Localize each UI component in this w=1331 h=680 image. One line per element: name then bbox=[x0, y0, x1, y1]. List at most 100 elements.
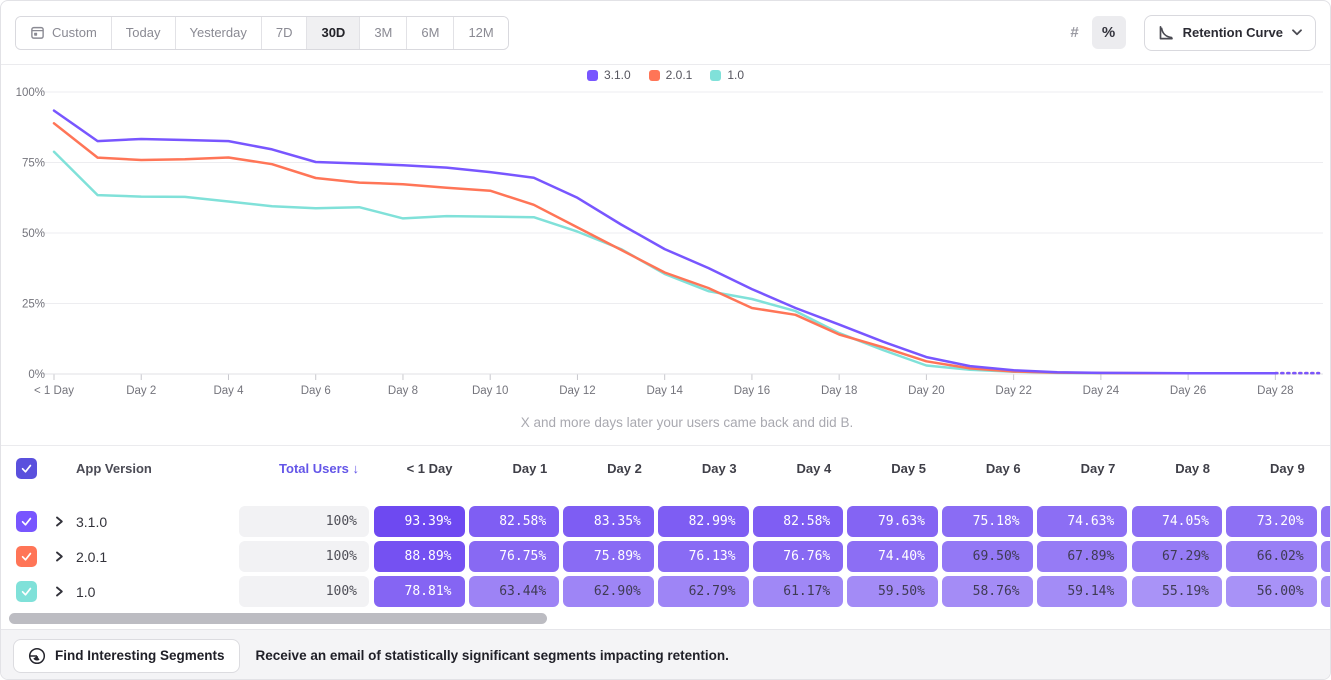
column-header-day-6[interactable]: Day 6 bbox=[985, 460, 1021, 476]
retention-cell[interactable]: 62.79% bbox=[658, 576, 749, 607]
date-range-30d[interactable]: 30D bbox=[306, 16, 360, 49]
x-axis-tick-label: Day 28 bbox=[1257, 385, 1293, 397]
retention-cell[interactable]: 62.90% bbox=[563, 576, 654, 607]
retention-cell[interactable]: 76.75% bbox=[468, 541, 560, 572]
retention-cell[interactable]: 59.50% bbox=[847, 576, 938, 607]
x-axis-tick-label: Day 2 bbox=[126, 385, 156, 397]
retention-cell[interactable]: 69.50% bbox=[942, 541, 1033, 572]
percent-format-button[interactable]: % bbox=[1091, 16, 1126, 49]
column-header-day-7[interactable]: Day 7 bbox=[1080, 460, 1116, 476]
retention-cell[interactable]: 66.02% bbox=[1226, 541, 1317, 572]
chart-type-dropdown[interactable]: Retention Curve bbox=[1143, 14, 1316, 51]
x-axis-tick-label: Day 22 bbox=[995, 385, 1031, 397]
retention-cell[interactable]: 88.89% bbox=[374, 541, 465, 572]
retention-cell[interactable]: 63.44% bbox=[468, 576, 560, 607]
column-header-total-users[interactable]: Total Users ↓ bbox=[239, 461, 369, 476]
x-axis-tick-label: Day 16 bbox=[734, 385, 770, 397]
calendar-icon bbox=[30, 25, 45, 40]
date-range-12m[interactable]: 12M bbox=[453, 16, 508, 49]
retention-cell[interactable]: 58.76% bbox=[942, 576, 1033, 607]
find-interesting-segments-button[interactable]: Find Interesting Segments bbox=[13, 638, 240, 673]
select-all-checkbox[interactable] bbox=[16, 457, 37, 479]
column-header-day-4[interactable]: Day 4 bbox=[796, 460, 832, 476]
table-header-row: App Version Total Users ↓ < 1 Day Day 1 Da… bbox=[1, 446, 1330, 490]
chevron-right-icon[interactable] bbox=[55, 516, 64, 527]
retention-cell[interactable]: 93.39% bbox=[374, 506, 465, 537]
retention-cell[interactable]: 74.05% bbox=[1131, 506, 1222, 537]
retention-cell[interactable]: 82.58% bbox=[468, 506, 560, 537]
row-label-column: 2.0.1 bbox=[51, 549, 239, 565]
row-checkbox[interactable] bbox=[16, 581, 37, 602]
column-header-day-5[interactable]: Day 5 bbox=[891, 460, 926, 476]
table-body: 3.1.0 100% 93.39% 82.58% 83.35% 82.99% 82.58% 7… bbox=[1, 490, 1330, 609]
chevron-right-icon[interactable] bbox=[55, 551, 64, 562]
retention-cell-cutoff[interactable] bbox=[1320, 506, 1330, 537]
row-checkbox[interactable] bbox=[16, 546, 37, 567]
retention-cell[interactable]: 74.63% bbox=[1036, 506, 1128, 537]
retention-cell[interactable]: 76.76% bbox=[752, 541, 844, 572]
date-range-7d[interactable]: 7D bbox=[260, 16, 307, 49]
date-range-label: Custom bbox=[52, 25, 97, 40]
retention-cell[interactable]: 76.13% bbox=[658, 541, 749, 572]
chevron-right-icon[interactable] bbox=[55, 586, 64, 597]
table-row-1-0: 1.0 100% 78.81% 63.44% 62.90% 62.79% 61.17% 59.… bbox=[1, 574, 1330, 609]
y-axis-tick-label: 50% bbox=[22, 228, 45, 240]
x-axis-tick-label: Day 12 bbox=[559, 385, 595, 397]
legend-item-1-0[interactable]: 1.0 bbox=[710, 68, 744, 82]
retention-cell-cutoff[interactable] bbox=[1320, 576, 1330, 607]
retention-cell[interactable]: 61.17% bbox=[752, 576, 844, 607]
app-version-label: 3.1.0 bbox=[76, 513, 108, 530]
retention-cell[interactable]: 73.20% bbox=[1226, 506, 1317, 537]
number-format-button[interactable]: # bbox=[1058, 16, 1092, 49]
x-axis-tick-label: < 1 Day bbox=[34, 385, 74, 397]
toolbar-right: #% Retention Curve bbox=[1058, 14, 1316, 51]
horizontal-scrollbar-thumb[interactable] bbox=[9, 613, 547, 624]
legend-item-3-1-0[interactable]: 3.1.0 bbox=[586, 68, 631, 82]
date-range-3m[interactable]: 3M bbox=[359, 16, 407, 49]
total-users-cell: 100% bbox=[239, 541, 369, 572]
retention-cell[interactable]: 78.81% bbox=[374, 576, 465, 607]
retention-cell[interactable]: 79.63% bbox=[847, 506, 938, 537]
column-header-app-version[interactable]: App Version bbox=[51, 461, 239, 476]
column-header-day-2[interactable]: Day 2 bbox=[607, 460, 642, 476]
column-header-1-day[interactable]: < 1 Day bbox=[406, 460, 453, 476]
x-axis-tick-label: Day 4 bbox=[213, 385, 244, 397]
column-header-day-9[interactable]: Day 9 bbox=[1269, 460, 1305, 476]
legend-label: 1.0 bbox=[727, 68, 745, 82]
date-range-yesterday[interactable]: Yesterday bbox=[174, 16, 261, 49]
chevron-down-icon bbox=[1292, 29, 1302, 36]
retention-cell[interactable]: 55.19% bbox=[1131, 576, 1222, 607]
retention-cell[interactable]: 56.00% bbox=[1226, 576, 1317, 607]
retention-cell-cutoff[interactable] bbox=[1320, 541, 1330, 572]
retention-cell[interactable]: 67.29% bbox=[1131, 541, 1222, 572]
column-header-day-8[interactable]: Day 8 bbox=[1175, 460, 1210, 476]
total-users-cell: 100% bbox=[239, 576, 369, 607]
total-users-cell: 100% bbox=[239, 506, 369, 537]
retention-cell[interactable]: 59.14% bbox=[1036, 576, 1128, 607]
column-header-day-1[interactable]: Day 1 bbox=[512, 460, 548, 476]
y-axis-tick-label: 75% bbox=[22, 158, 45, 170]
legend-item-2-0-1[interactable]: 2.0.1 bbox=[648, 68, 693, 82]
retention-cell[interactable]: 67.89% bbox=[1036, 541, 1128, 572]
column-header-day-3[interactable]: Day 3 bbox=[701, 460, 737, 476]
retention-cell[interactable]: 75.18% bbox=[942, 506, 1033, 537]
row-checkbox[interactable] bbox=[16, 511, 37, 532]
date-range-today[interactable]: Today bbox=[110, 16, 175, 49]
retention-cell[interactable]: 74.40% bbox=[847, 541, 938, 572]
date-range-6m[interactable]: 6M bbox=[406, 16, 454, 49]
retention-cell[interactable]: 83.35% bbox=[563, 506, 654, 537]
day-column-headers: < 1 Day Day 1 Day 2 Day 3 Day 4 Day 5 Day 6 Day… bbox=[374, 461, 1321, 476]
legend-label: 2.0.1 bbox=[665, 68, 693, 82]
hash-icon: # bbox=[1070, 24, 1079, 41]
x-axis-tick-label: Day 26 bbox=[1170, 385, 1206, 397]
retention-cell[interactable]: 82.58% bbox=[752, 506, 844, 537]
x-axis-tick-label: Day 14 bbox=[646, 385, 683, 397]
total-users-header-label: Total Users bbox=[279, 460, 349, 476]
date-range-label: Today bbox=[125, 25, 161, 40]
retention-cell[interactable]: 82.99% bbox=[658, 506, 749, 537]
chart-legend: 3.1.0 2.0.1 1.0 bbox=[1, 67, 1330, 83]
date-range-custom[interactable]: Custom bbox=[16, 16, 111, 49]
retention-cell[interactable]: 75.89% bbox=[563, 541, 654, 572]
series-line-1-0 bbox=[52, 150, 1277, 375]
app-version-header-label: App Version bbox=[76, 460, 152, 476]
